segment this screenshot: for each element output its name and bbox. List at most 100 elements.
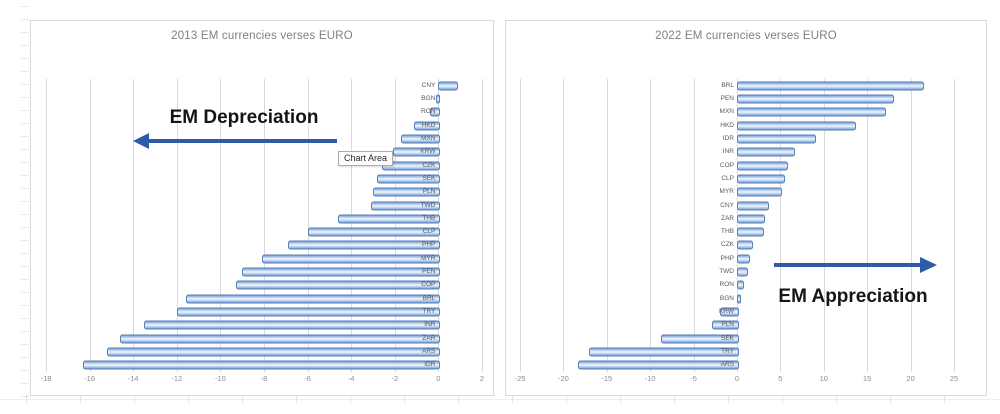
bar-twd[interactable] <box>370 201 441 211</box>
x-axis-tick-label: 5 <box>778 374 783 383</box>
bar-ron[interactable] <box>737 280 745 290</box>
gridline <box>176 79 178 372</box>
chart-title: 2013 EM currencies verses EURO <box>171 30 353 42</box>
gridline <box>394 79 396 372</box>
bar-php[interactable] <box>737 254 751 264</box>
bar-hkd[interactable] <box>737 121 857 131</box>
bar-ars[interactable] <box>107 347 441 357</box>
category-label: MYR <box>719 187 734 195</box>
x-axis-tick-label: 20 <box>906 374 915 383</box>
bar-bgn[interactable] <box>737 294 741 304</box>
gridline <box>307 79 309 372</box>
bar-brl[interactable] <box>737 81 924 91</box>
category-label: CLP <box>721 174 734 182</box>
bar-mxn[interactable] <box>737 107 886 117</box>
x-axis-tick-label: -5 <box>690 374 697 383</box>
gridline <box>954 79 955 372</box>
bar-bgn[interactable] <box>436 94 441 104</box>
bar-inr[interactable] <box>737 147 796 157</box>
bar-pln[interactable] <box>711 320 739 330</box>
bar-pen[interactable] <box>242 267 441 277</box>
bar-hkd[interactable] <box>414 121 441 131</box>
left-arrow-icon <box>133 133 337 149</box>
category-label: MXN <box>719 108 734 116</box>
bar-myr[interactable] <box>737 187 783 197</box>
gridline <box>693 79 695 372</box>
category-label: PLN <box>422 187 436 195</box>
bar-zar[interactable] <box>737 214 766 224</box>
bar-myr[interactable] <box>261 254 441 264</box>
category-label: IDR <box>424 361 436 369</box>
gridline <box>563 79 565 372</box>
x-axis-tick-label: -12 <box>171 374 183 383</box>
category-label: ARS <box>720 361 734 369</box>
gridline <box>351 79 353 372</box>
bar-idr[interactable] <box>737 134 817 144</box>
bar-inr[interactable] <box>144 320 441 330</box>
bar-cop[interactable] <box>235 280 441 290</box>
category-label: CZK <box>721 241 734 249</box>
gridline <box>823 79 825 372</box>
chart-2022-em-vs-euro[interactable]: 2022 EM currencies verses EURO -25 -20 -15… <box>505 20 987 396</box>
category-label: ZAR <box>721 214 734 222</box>
bar-twd[interactable] <box>737 267 748 277</box>
x-axis-tick-label: 2 <box>479 374 485 383</box>
bar-sek[interactable] <box>660 334 739 344</box>
bar-try[interactable] <box>588 347 739 357</box>
category-label: PHP <box>720 254 734 262</box>
gridline <box>910 79 912 372</box>
bar-pln[interactable] <box>373 187 441 197</box>
category-label: CLP <box>422 227 436 235</box>
category-label: BGN <box>719 294 734 302</box>
bar-cny[interactable] <box>438 81 458 91</box>
category-label: SEK <box>422 174 436 182</box>
gridline <box>482 79 483 372</box>
bar-php[interactable] <box>287 240 441 250</box>
gridline <box>867 79 869 372</box>
bar-sek[interactable] <box>377 174 441 184</box>
bar-cny[interactable] <box>737 201 770 211</box>
gridline <box>46 79 47 372</box>
category-label: MYR <box>420 254 436 262</box>
bar-ron[interactable] <box>429 107 441 117</box>
category-label: COP <box>421 281 436 289</box>
chart-2013-em-vs-euro[interactable]: 2013 EM currencies verses EURO -18 -16 -14… <box>30 20 494 396</box>
bar-thb[interactable] <box>338 214 441 224</box>
category-label: PEN <box>422 267 436 275</box>
bar-krw[interactable] <box>719 307 739 317</box>
em-depreciation-label: EM Depreciation <box>169 107 319 128</box>
x-axis-tick-label: 10 <box>819 374 828 383</box>
category-label: ZAR <box>422 334 436 342</box>
category-label: CNY <box>421 81 436 89</box>
gridline <box>133 79 135 372</box>
bar-clp[interactable] <box>737 174 785 184</box>
category-label: HKD <box>421 121 436 129</box>
bar-czk[interactable] <box>737 240 753 250</box>
x-axis-tick-label: -2 <box>391 374 399 383</box>
x-axis-tick-label: -10 <box>644 374 656 383</box>
category-label: CZK <box>422 161 436 169</box>
x-axis-tick-label: 0 <box>436 374 441 383</box>
bar-mxn[interactable] <box>401 134 441 144</box>
plot-area: -25 -20 -15 -10 -5 0 5 10 15 20 25 BRL PEN MXN HKD IDR I… <box>506 21 986 395</box>
bar-zar[interactable] <box>120 334 441 344</box>
x-axis-tick-label: -18 <box>40 374 52 383</box>
category-label: PEN <box>720 94 734 102</box>
x-axis-tick-label: 25 <box>949 374 959 383</box>
bar-ars[interactable] <box>578 360 739 370</box>
bar-thb[interactable] <box>737 227 765 237</box>
x-axis-tick-label: -10 <box>214 374 226 383</box>
sheet-row-gridlines <box>21 6 29 408</box>
bar-try[interactable] <box>176 307 441 317</box>
bar-krw[interactable] <box>392 147 441 157</box>
bar-cop[interactable] <box>737 161 788 171</box>
bar-clp[interactable] <box>307 227 441 237</box>
category-label: BRL <box>721 81 734 89</box>
bar-brl[interactable] <box>185 294 441 304</box>
category-label: TWD <box>420 201 436 209</box>
category-label: BGN <box>421 94 436 102</box>
bar-idr[interactable] <box>83 360 441 370</box>
category-label: TWD <box>719 267 734 275</box>
bar-pen[interactable] <box>737 94 894 104</box>
